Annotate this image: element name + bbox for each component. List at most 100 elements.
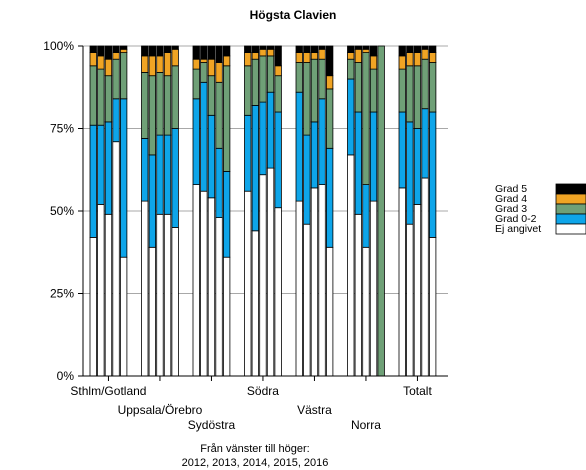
bar-segment xyxy=(112,141,120,377)
footnote-line-1: Från vänster till höger: xyxy=(200,443,309,455)
bar-segment xyxy=(362,48,370,53)
bar-segment xyxy=(97,45,105,57)
bar-segment xyxy=(413,52,422,67)
bar-segment xyxy=(244,190,252,377)
bar-segment xyxy=(303,134,311,225)
bar-segment xyxy=(398,45,406,57)
bar-segment xyxy=(325,147,334,248)
bar-segment xyxy=(89,52,97,67)
bar-segment xyxy=(156,134,164,215)
bar-segment xyxy=(406,45,414,53)
bar-segment xyxy=(325,45,334,77)
bar-segment xyxy=(141,55,149,73)
legend-swatch xyxy=(555,183,586,195)
bar-segment xyxy=(347,58,355,80)
legend-label: Grad 4 xyxy=(495,193,527,205)
bar-segment xyxy=(156,72,164,136)
bar-segment xyxy=(347,52,355,60)
bar-segment xyxy=(171,48,179,67)
legend-swatch xyxy=(555,193,586,205)
bar-segment xyxy=(266,55,275,93)
bar-segment xyxy=(266,45,275,50)
bar-segment xyxy=(318,184,326,377)
bar-segment xyxy=(274,207,282,377)
bar-segment xyxy=(207,58,216,77)
bar-segment xyxy=(141,45,149,57)
bar-segment xyxy=(163,213,172,377)
bar-segment xyxy=(215,81,223,149)
bar-segment xyxy=(215,217,223,377)
bar-segment xyxy=(207,45,216,60)
bar-segment xyxy=(362,45,370,50)
bar-segment xyxy=(192,45,200,60)
legend-label: Grad 5 xyxy=(495,183,527,195)
bar-segment xyxy=(428,52,437,63)
footnote: Från vänster till höger: 2012, 2013, 201… xyxy=(182,443,329,469)
legend-swatch xyxy=(555,223,586,235)
bar-segment xyxy=(200,45,208,60)
bar-segment xyxy=(310,52,319,60)
legend-label: Ej angivet xyxy=(495,223,541,235)
bar-segment xyxy=(104,213,113,377)
bar-segment xyxy=(156,213,164,377)
bar-segment xyxy=(421,58,429,110)
bar-segment xyxy=(207,75,216,116)
y-tick-label: 100% xyxy=(43,39,74,53)
bar-segment xyxy=(318,98,326,186)
bar-segment xyxy=(310,58,319,123)
bar-segment xyxy=(97,55,105,70)
bar-segment xyxy=(428,236,437,377)
bar-segment xyxy=(97,203,105,377)
bar-segment xyxy=(303,62,311,136)
bar-segment xyxy=(421,45,429,50)
bar-segment xyxy=(171,128,179,228)
bar-segment xyxy=(171,45,179,50)
bar-segment xyxy=(215,147,223,219)
bar-segment xyxy=(347,78,355,156)
bar-segment xyxy=(354,62,363,113)
bar-segment xyxy=(244,65,252,116)
bar-segment xyxy=(200,190,208,377)
bar-segment xyxy=(259,45,267,50)
bar-segment xyxy=(222,256,231,377)
bar-segment xyxy=(398,68,406,113)
bar-segment xyxy=(215,45,223,63)
bar-segment xyxy=(112,58,120,100)
bar-segment xyxy=(398,187,406,377)
bar-segment xyxy=(200,62,208,83)
bar-segment xyxy=(112,98,120,143)
group-label: Norra xyxy=(351,418,381,432)
bar-segment xyxy=(413,128,422,205)
bar-segment xyxy=(97,68,105,126)
bar-segment xyxy=(259,101,267,176)
bar-segment xyxy=(200,81,208,192)
bar-segment xyxy=(295,52,303,63)
bar-segment xyxy=(310,121,319,189)
bar-segment xyxy=(369,111,378,202)
legend-swatch xyxy=(555,203,586,215)
bar-segment xyxy=(89,124,97,238)
bar-segment xyxy=(148,154,157,248)
bar-segment xyxy=(318,45,326,50)
bar-segment xyxy=(207,197,216,377)
bar-segment xyxy=(295,200,303,377)
bar-segment xyxy=(163,75,172,136)
bar-segment xyxy=(347,45,355,53)
bar-segment xyxy=(266,48,275,57)
bar-segment xyxy=(369,68,378,113)
bar-segment xyxy=(398,111,406,189)
bar-segment xyxy=(303,45,311,53)
bar-segment xyxy=(362,246,370,377)
bar-segment xyxy=(200,58,208,63)
bar-segment xyxy=(259,174,267,377)
bar-segment xyxy=(406,52,414,67)
bar-segment xyxy=(369,200,378,377)
bar-segment xyxy=(266,167,275,377)
bar-segment xyxy=(362,52,370,185)
bars xyxy=(89,45,437,377)
bar-segment xyxy=(259,48,267,57)
bar-segment xyxy=(259,55,267,103)
bar-segment xyxy=(207,114,216,199)
bar-segment xyxy=(112,45,120,53)
